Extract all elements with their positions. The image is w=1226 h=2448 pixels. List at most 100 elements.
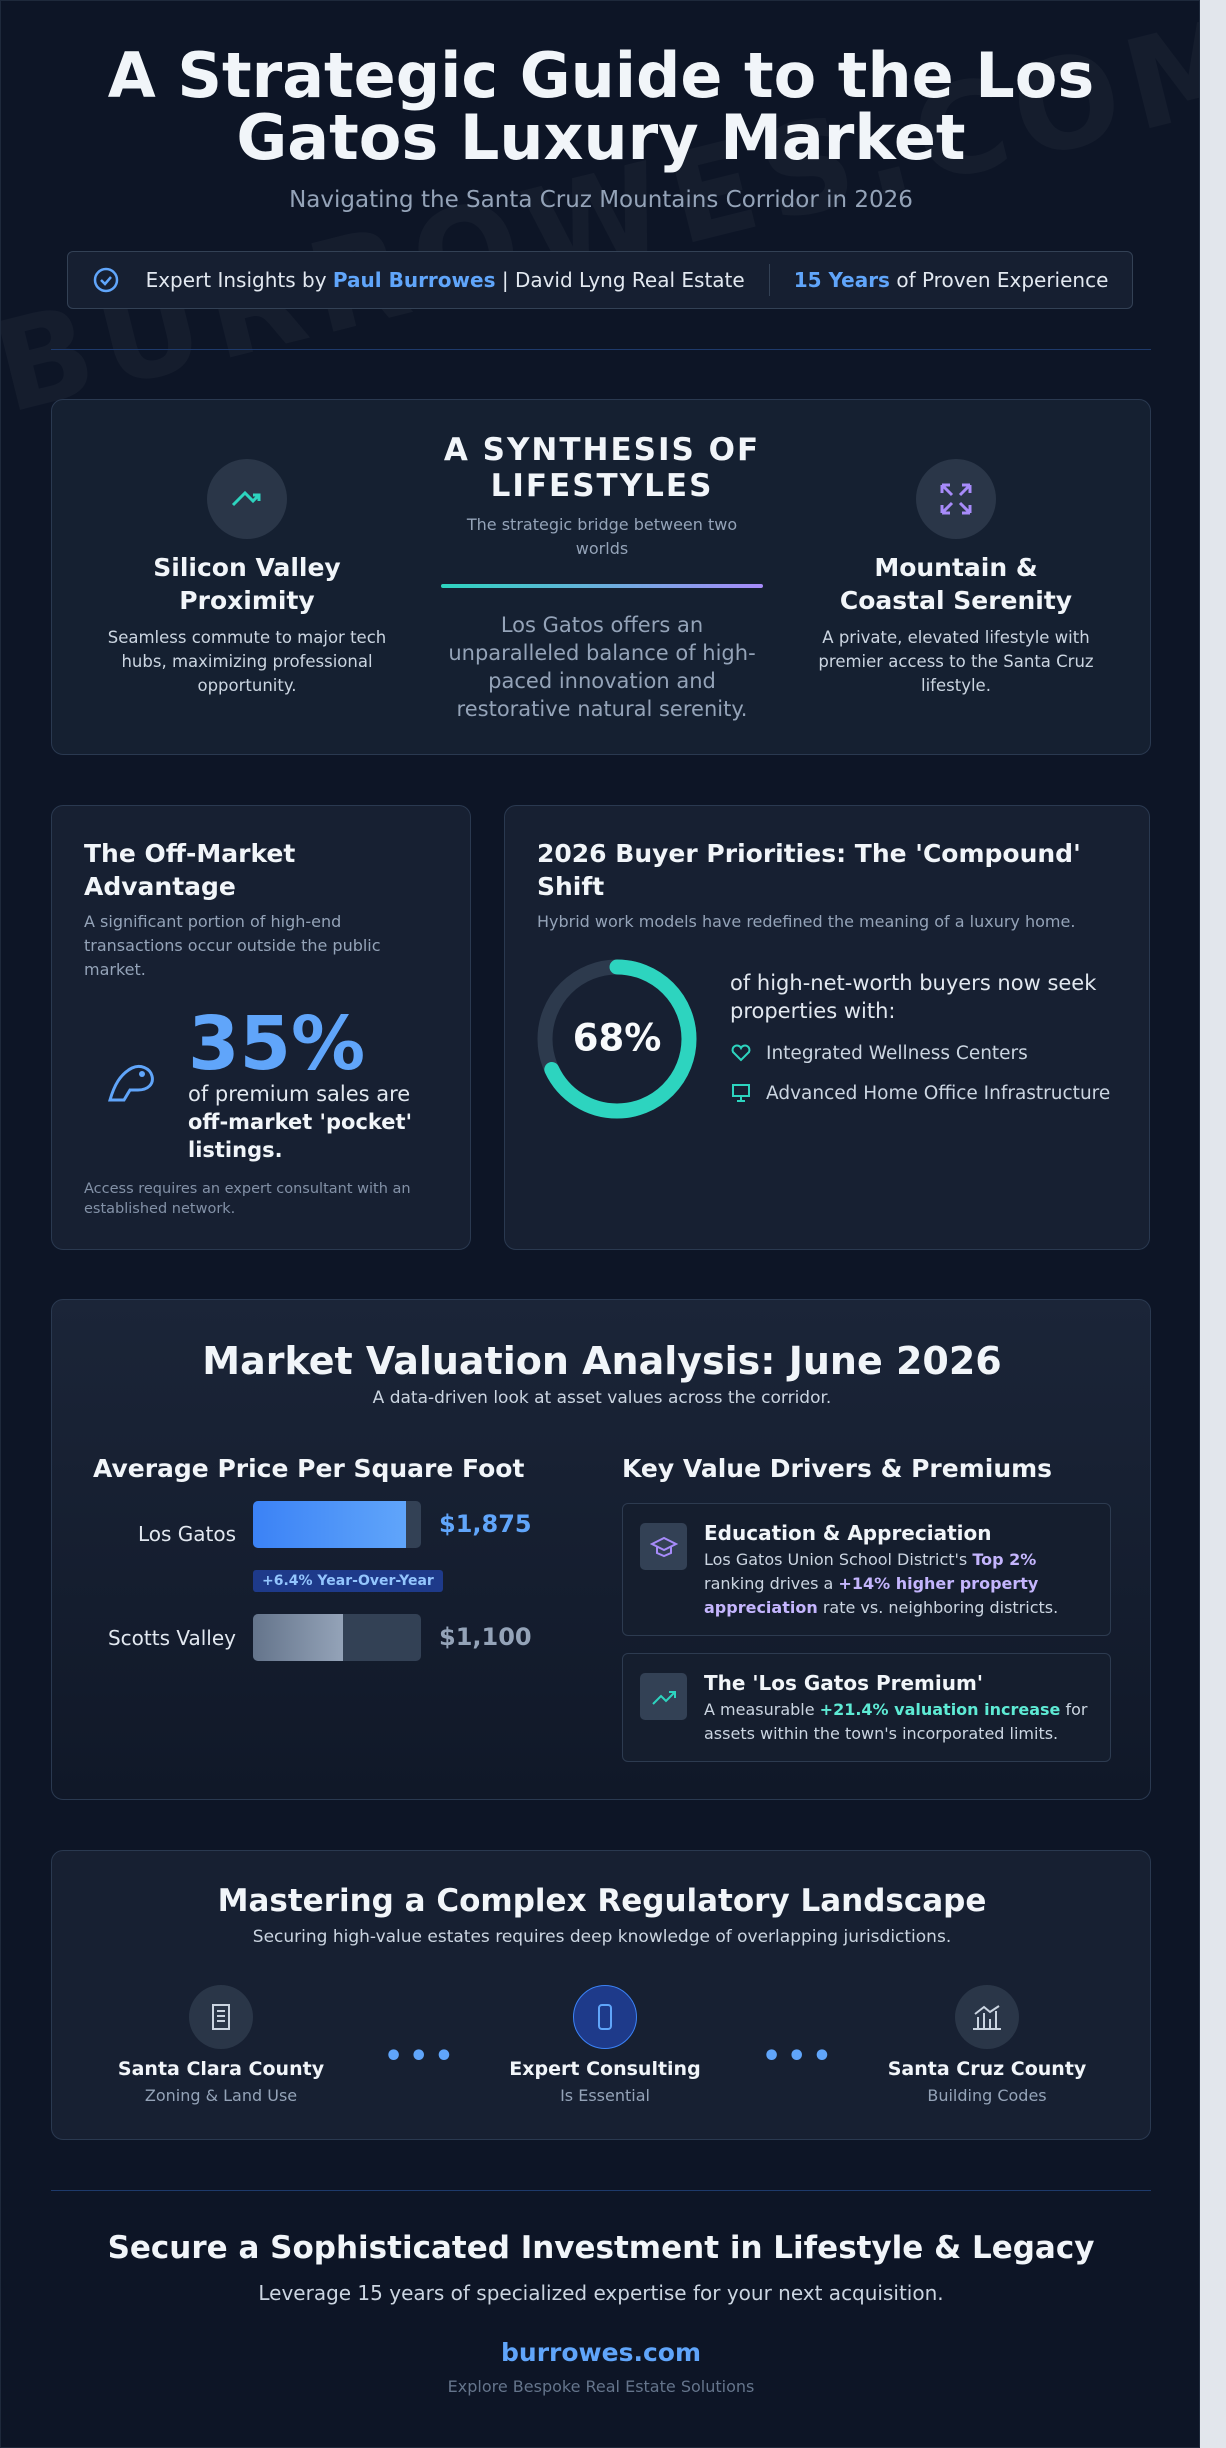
cred-years: 15 Years: [793, 268, 890, 292]
bar-value: $1,875: [439, 1510, 532, 1538]
text: for assets within the town's incorporate…: [704, 1700, 1088, 1743]
priorities-card: 2026 Buyer Priorities: The 'Compound' Sh…: [504, 805, 1150, 1250]
bar-value: $1,100: [439, 1623, 532, 1651]
driver-text: Los Gatos Union School District's Top 2%…: [704, 1548, 1099, 1620]
separator: [768, 264, 770, 296]
card-title: 2026 Buyer Priorities: The 'Compound' Sh…: [537, 839, 1081, 901]
step-icon: [955, 1985, 1019, 2049]
footer-tagline: Explore Bespoke Real Estate Solutions: [447, 2377, 755, 2396]
section-subtitle: Securing high-value estates requires dee…: [252, 1927, 952, 1947]
valuation-card: Market Valuation Analysis: June 2026 A d…: [51, 1299, 1151, 1800]
section-title: Mastering a Complex Regulatory Landscape: [217, 1883, 987, 1919]
key-icon: [108, 1064, 154, 1102]
connector: •••: [384, 2039, 460, 2074]
section-body: Los Gatos offers an unparalleled balance…: [448, 613, 756, 721]
text: Los Gatos Union School District's: [704, 1550, 973, 1569]
item-text: Advanced Home Office Infrastructure: [766, 1082, 1111, 1104]
stat-text: of premium sales are: [188, 1082, 411, 1106]
highlight: +14% higher property appreciation: [704, 1574, 1039, 1617]
badge: +6.4% Year-Over-Year: [253, 1570, 443, 1592]
stat-strong: off-market 'pocket' listings.: [188, 1110, 413, 1162]
check-icon: [93, 267, 118, 293]
icon: [231, 490, 261, 507]
page-title: A Strategic Guide to the Los Gatos Luxur…: [107, 39, 1095, 174]
regulatory-card: Mastering a Complex Regulatory Landscape…: [51, 1850, 1151, 2140]
text: ranking drives a: [704, 1574, 839, 1593]
card-note: Access requires an expert consultant wit…: [84, 1181, 411, 1217]
step-icon: [573, 1985, 637, 2049]
list-item: Advanced Home Office Infrastructure: [730, 1082, 1110, 1104]
section-subtitle: A data-driven look at asset values acros…: [372, 1388, 832, 1408]
highlight: +21.4% valuation increase: [819, 1700, 1061, 1719]
section-subtitle: The strategic bridge between two worlds: [466, 515, 738, 558]
card-text: Seamless commute to major tech hubs, max…: [107, 628, 387, 695]
card-subtitle: A significant portion of high-end transa…: [84, 912, 381, 979]
page-subtitle: Navigating the Santa Cruz Mountains Corr…: [289, 187, 913, 213]
icon-circle: [207, 459, 287, 539]
donut-label: 68%: [573, 1017, 662, 1060]
cred-firm: | David Lyng Real Estate: [501, 268, 745, 292]
bar-track: [253, 1501, 421, 1548]
step-title: Santa Clara County: [117, 2058, 325, 2080]
card-title: Silicon Valley Proximity: [153, 553, 341, 615]
synthesis-card: Silicon Valley Proximity Seamless commut…: [51, 399, 1151, 755]
driver-text: A measurable +21.4% valuation increase f…: [704, 1698, 1099, 1746]
column-title: Average Price Per Square Foot: [93, 1454, 525, 1483]
building-icon: [973, 2005, 1001, 2030]
cred-name: Paul Burrowes: [332, 268, 496, 292]
trend-icon: [651, 1690, 676, 1705]
cap-icon: [649, 1536, 678, 1557]
heart-icon: [731, 1044, 751, 1062]
monitor-icon: [732, 1084, 750, 1102]
section-title: Market Valuation Analysis: June 2026: [202, 1339, 1002, 1383]
driver-icon: [640, 1673, 687, 1720]
driver-icon: [640, 1523, 687, 1570]
bar-label: Los Gatos: [137, 1522, 236, 1546]
footer-title: Secure a Sophisticated Investment in Lif…: [107, 2230, 1095, 2266]
section-title: A SYNTHESIS OF LIFESTYLES: [443, 432, 761, 504]
card-text: A private, elevated lifestyle with premi…: [818, 628, 1094, 695]
divider: [51, 2190, 1151, 2191]
donut-chart: 68%: [537, 959, 697, 1119]
off-market-card: The Off-Market Advantage A significant p…: [51, 805, 471, 1250]
divider: [51, 349, 1151, 350]
step-sub: Is Essential: [560, 2086, 650, 2105]
bar-label: Scotts Valley: [107, 1626, 236, 1650]
bar-track: [253, 1614, 421, 1661]
card-subtitle: Hybrid work models have redefined the me…: [537, 912, 1076, 931]
card-title: Mountain & Coastal Serenity: [839, 553, 1073, 615]
icon: [940, 483, 972, 515]
cred-years-suffix: of Proven Experience: [896, 268, 1109, 292]
bar: [253, 1614, 343, 1661]
step-sub: Building Codes: [927, 2086, 1047, 2105]
infographic: BURROWES.COM A Strategic Guide to the Lo…: [0, 0, 1200, 2448]
footer-link[interactable]: burrowes.com: [501, 2338, 701, 2367]
highlight: Top 2%: [972, 1550, 1037, 1569]
card-title: The Off-Market Advantage: [84, 839, 296, 901]
doc-icon: [212, 2004, 230, 2030]
phone-icon: [598, 2004, 612, 2030]
step-title: Santa Cruz County: [887, 2058, 1087, 2080]
step-title: Expert Consulting: [509, 2058, 701, 2080]
column-title: Key Value Drivers & Premiums: [622, 1454, 1053, 1483]
step-sub: Zoning & Land Use: [144, 2086, 298, 2105]
step-icon: [189, 1985, 253, 2049]
driver-title: The 'Los Gatos Premium': [704, 1671, 983, 1695]
lead-text: of high-net-worth buyers now seek proper…: [730, 971, 1097, 1023]
driver-box: Education & Appreciation Los Gatos Union…: [622, 1503, 1111, 1636]
connector: •••: [762, 2039, 838, 2074]
list-item: Integrated Wellness Centers: [730, 1042, 1028, 1064]
bar: [253, 1501, 406, 1548]
item-text: Integrated Wellness Centers: [766, 1042, 1028, 1064]
footer-subtitle: Leverage 15 years of specialized experti…: [258, 2281, 944, 2305]
driver-box: The 'Los Gatos Premium' A measurable +21…: [622, 1653, 1111, 1762]
driver-title: Education & Appreciation: [704, 1521, 992, 1545]
gradient-rule: [441, 584, 763, 588]
text: rate vs. neighboring districts.: [817, 1598, 1059, 1617]
text: A measurable: [704, 1700, 820, 1719]
icon-circle: [916, 459, 996, 539]
stat: 35%: [188, 1001, 366, 1087]
credential-bar: Expert Insights by Paul Burrowes | David…: [67, 251, 1133, 309]
